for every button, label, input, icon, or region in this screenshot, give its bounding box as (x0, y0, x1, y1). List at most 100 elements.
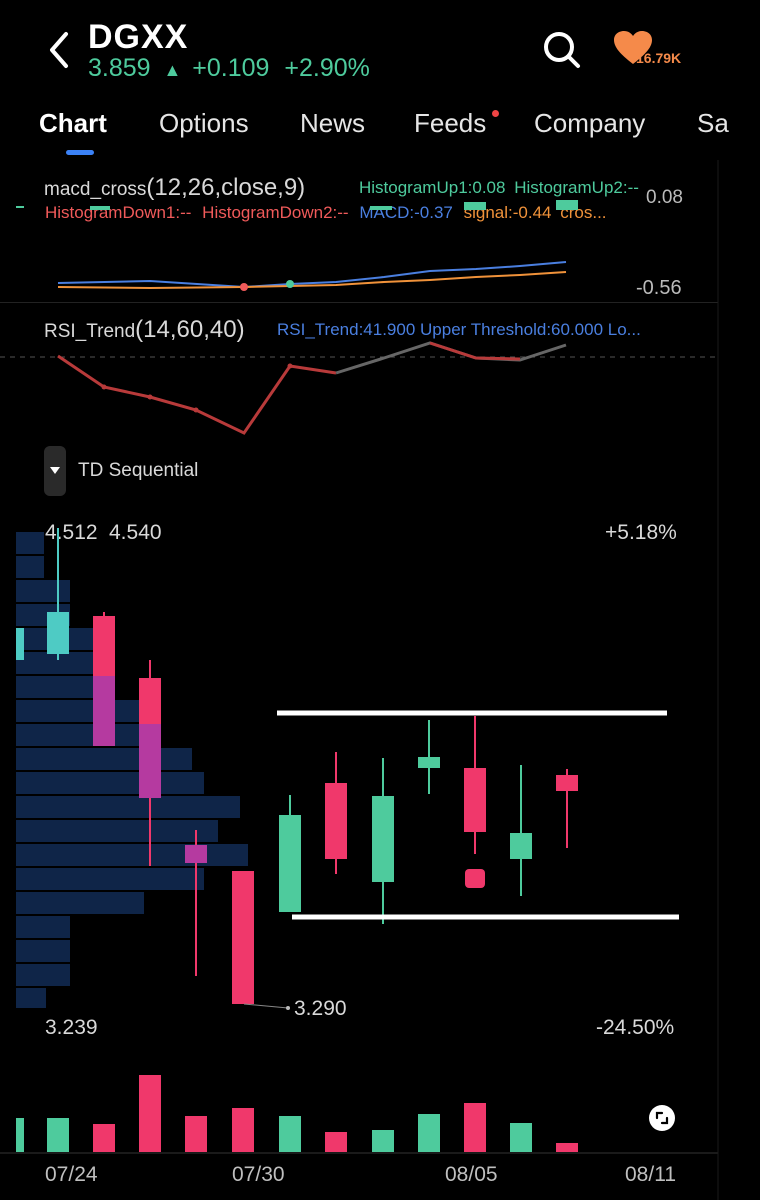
volume-bar (372, 1130, 394, 1152)
price-change-percent: +2.90% (284, 54, 370, 82)
rsi-line-down (57, 354, 337, 435)
candle (185, 845, 207, 863)
profile-bar (16, 676, 100, 698)
volume-bar (556, 1143, 578, 1152)
rsi-name: RSI_Trend (44, 321, 136, 342)
volume-bar (185, 1116, 207, 1152)
profile-bar (16, 820, 218, 842)
profile-bar (16, 796, 240, 818)
volume-bar (464, 1103, 486, 1152)
rsi-line-down-segment (429, 341, 521, 361)
profile-bar (16, 772, 204, 794)
tab-chart[interactable]: Chart (39, 108, 107, 138)
candle (232, 871, 254, 1004)
macd-hist-bar (370, 206, 392, 210)
volume-bar (47, 1118, 69, 1152)
feeds-notification-dot (492, 110, 499, 117)
td-sequential-dropdown[interactable] (44, 446, 66, 496)
profile-bar (16, 748, 192, 770)
date-label: 07/30 (232, 1163, 285, 1186)
profile-bar (16, 844, 248, 866)
macd-legend-title: macd_cross(12,26,close,9) (44, 174, 305, 202)
macd-hist-up: HistogramUp1:0.08 HistogramUp2:-- (359, 178, 639, 198)
signal-line (57, 271, 567, 290)
tab-news[interactable]: News (300, 108, 366, 138)
macd-axis-top: 0.08 (646, 187, 683, 208)
date-label: 08/11 (625, 1163, 676, 1186)
rsi-values: RSI_Trend:41.900 Upper Threshold:60.000 … (277, 320, 641, 339)
volume-bar (139, 1075, 161, 1152)
macd-histogram (16, 200, 578, 210)
tab-options[interactable]: Options (159, 108, 249, 138)
low-marker-dot (286, 1006, 290, 1010)
td-sequential-label: TD Sequential (78, 460, 199, 481)
macd-cross-point (286, 280, 294, 288)
high-percent-label: +5.18% (605, 521, 677, 544)
caret-down-icon (50, 467, 60, 474)
candle-overlap (139, 724, 161, 798)
macd-name: macd_cross (44, 179, 147, 200)
tab-bar: Chart Options News Feeds Company Sa (0, 100, 760, 150)
candle (279, 815, 301, 912)
candle (372, 796, 394, 882)
hist-up1-value: HistogramUp1:0.08 (359, 178, 506, 197)
profile-bar (16, 580, 70, 602)
back-chevron-icon[interactable] (44, 30, 76, 70)
profile-bar (16, 940, 70, 962)
volume-bar (232, 1108, 254, 1152)
candle (464, 768, 486, 832)
macd-hist-bar (464, 202, 486, 210)
volume-bar (325, 1132, 347, 1152)
up-arrow-icon: ▲ (163, 60, 182, 80)
candle (325, 783, 347, 859)
profile-bar (16, 700, 148, 722)
ticker-symbol: DGXX (88, 18, 189, 56)
price-quote: 3.859 ▲ +0.109 +2.90% (88, 54, 370, 83)
low-left-label: 3.239 (45, 1016, 98, 1039)
hist-down2-value: HistogramDown2:-- (202, 203, 349, 222)
date-label: 08/05 (445, 1163, 498, 1186)
profile-bar (16, 916, 70, 938)
candles (16, 528, 578, 1010)
high-mark-label: 4.540 (109, 521, 162, 544)
tab-company[interactable]: Company (534, 108, 646, 138)
profile-bar (16, 868, 204, 890)
rsi-line-neutral (335, 341, 567, 375)
macd-legend-row2: HistogramDown1:-- HistogramDown2:-- MACD… (45, 203, 607, 223)
profile-bar (16, 892, 144, 914)
profile-bar (16, 724, 148, 746)
volume-bar (16, 1118, 24, 1152)
macd-cross-point (240, 283, 248, 291)
heart-icon[interactable] (612, 30, 654, 66)
candle (16, 628, 24, 660)
low-percent-label: -24.50% (596, 1016, 675, 1039)
search-icon[interactable] (540, 28, 582, 70)
low-marker-line (243, 1003, 289, 1009)
rsi-dot (101, 384, 107, 390)
tab-more[interactable]: Sa (697, 108, 729, 138)
volume-bar (93, 1124, 115, 1152)
rsi-dots (101, 363, 293, 413)
macd-params: (12,26,close,9) (146, 174, 306, 201)
profile-bar (16, 988, 46, 1008)
volume-profile (16, 532, 248, 1008)
active-tab-indicator (66, 150, 94, 155)
rsi-dot (287, 363, 293, 369)
hist-down1-value: HistogramDown1:-- (45, 203, 192, 222)
profile-bar (16, 532, 44, 554)
macd-hist-bar (556, 200, 578, 210)
macd-line (57, 261, 567, 289)
volume-bars (16, 1075, 578, 1152)
macd-axis-bottom: -0.56 (636, 277, 682, 299)
rsi-params: (14,60,40) (135, 316, 245, 343)
macd-hist-bar (16, 206, 24, 208)
volume-bar (510, 1123, 532, 1152)
profile-bar (16, 652, 100, 674)
candle (47, 612, 69, 654)
expand-icon[interactable] (648, 1104, 676, 1132)
tab-feeds[interactable]: Feeds (414, 108, 487, 138)
profile-bar (16, 964, 70, 986)
panel-divider (0, 302, 718, 303)
volume-bar (418, 1114, 440, 1152)
